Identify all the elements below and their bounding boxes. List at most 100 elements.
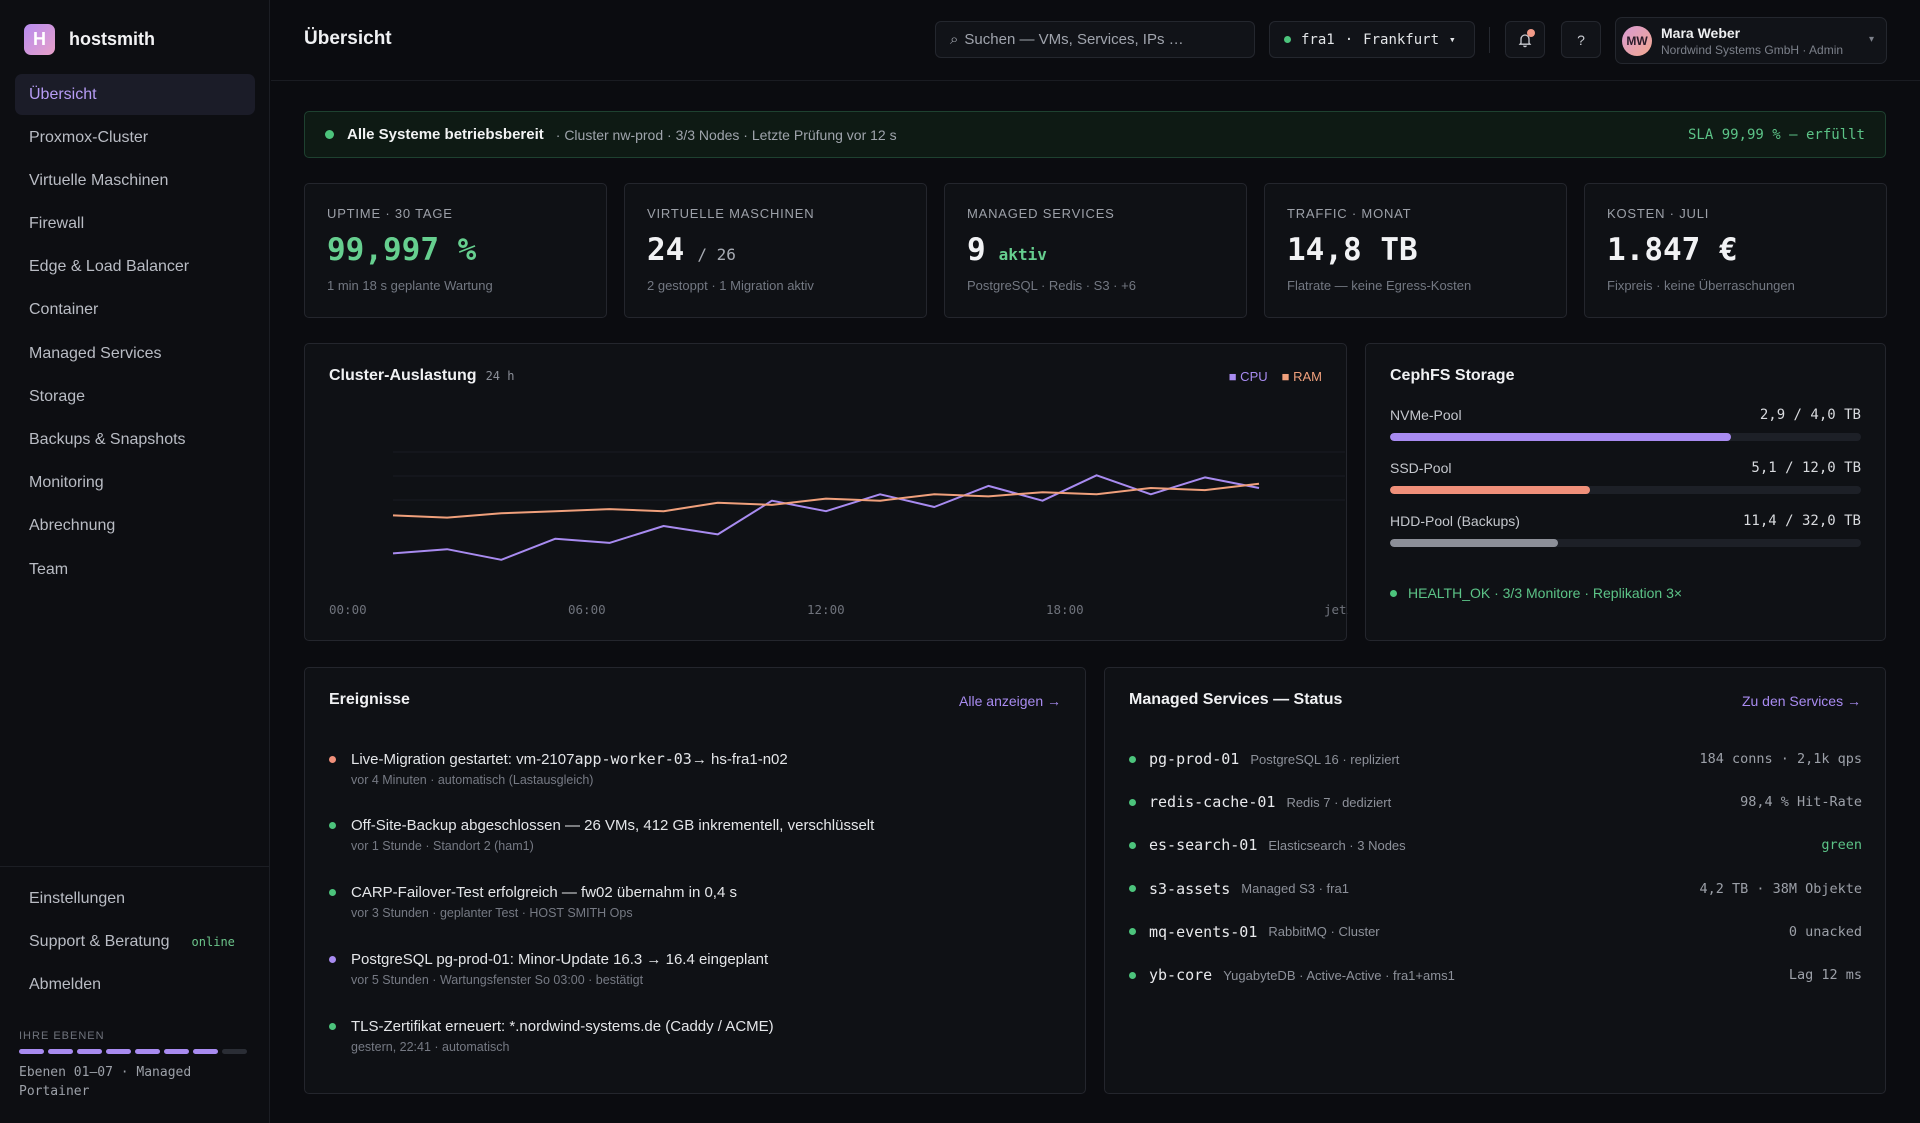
kpi-subtext: PostgreSQL · Redis · S3 · +6 [967,278,1136,293]
event-title: PostgreSQL pg-prod-01: Minor-Update 16.3… [329,951,1069,968]
kpi-subtext: Fixpreis · keine Überraschungen [1607,278,1795,293]
status-title: Alle Systeme betriebsbereit [347,126,544,143]
service-row[interactable]: mq-events-01 RabbitMQ · Cluster 0 unacked [1129,920,1862,944]
service-metric: 98,4 % Hit-Rate [1740,794,1862,811]
service-description: Redis 7 · dediziert [1286,794,1392,810]
pool-usage-bar [1390,486,1861,494]
pool-usage-bar [1390,539,1861,547]
level-segment [193,1049,218,1054]
chart-legend: ■ CPU ■ RAM [1229,369,1322,384]
x-tick-label: 00:00 [329,602,367,617]
event-item[interactable]: Off-Site-Backup abgeschlossen — 26 VMs, … [329,817,1069,853]
event-title-text: Off-Site-Backup abgeschlossen — 26 VMs, … [351,817,875,834]
kpi-value-text: 14,8 TB [1287,232,1418,268]
event-item[interactable]: CARP-Failover-Test erfolgreich — fw02 üb… [329,884,1069,920]
kpi-card-costs: KOSTEN · JULI 1.847 € Fixpreis · keine Ü… [1584,183,1887,318]
sidebar-item-logout[interactable]: Abmelden [29,975,102,993]
brand[interactable]: H hostsmith [24,24,155,55]
kpi-label: MANAGED SERVICES [967,206,1115,221]
sidebar-item-proxmox-cluster[interactable]: Proxmox-Cluster [29,128,149,146]
service-row[interactable]: yb-core YugabyteDB · Active-Active · fra1… [1129,963,1862,987]
notification-dot [1527,29,1535,37]
level-segment [48,1049,73,1054]
cluster-usage-panel: 00:00 06:00 12:00 18:00 jetzt Cluster-Auslas… [304,343,1348,641]
sidebar-item-storage[interactable]: Storage [29,387,86,405]
event-item[interactable]: Live-Migration gestartet: vm-2107 app-wo… [329,750,1069,787]
level-segment [19,1049,44,1054]
services-link[interactable]: Zu den Services → [1741,693,1861,709]
region-code: fra1 [1301,31,1335,48]
service-status-dot [1129,885,1136,893]
sidebar-item-edge-load-balancer[interactable]: Edge & Load Balancer [29,258,190,276]
event-title-text: PostgreSQL pg-prod-01: Minor-Update 16.3… [351,951,769,968]
service-row[interactable]: pg-prod-01 PostgreSQL 16 · repliziert 184 … [1129,747,1862,771]
user-menu[interactable]: MW Mara Weber Nordwind Systems GmbH · Ad… [1615,17,1887,64]
storage-panel: CephFS Storage NVMe-Pool 2,9 / 4,0 TB SS… [1365,343,1886,641]
kpi-value-suffix: / 26 [697,245,736,264]
services-status-panel: Managed Services — Status Zu den Service… [1104,667,1886,1094]
notifications-button[interactable] [1505,21,1545,58]
search-box[interactable]: ⌕ [935,21,1255,58]
service-description: PostgreSQL 16 · repliziert [1250,751,1400,767]
sidebar-item-firewall[interactable]: Firewall [29,215,85,233]
sidebar-item-uebersicht[interactable]: Übersicht [15,74,255,115]
event-title: Off-Site-Backup abgeschlossen — 26 VMs, … [329,817,1069,834]
event-item[interactable]: PostgreSQL pg-prod-01: Minor-Update 16.3… [329,951,1069,987]
services-title: Managed Services — Status [1129,691,1343,708]
event-status-dot [329,822,336,829]
chevron-down-icon: ▾ [1449,33,1456,46]
sidebar-item-managed-services[interactable]: Managed Services [29,344,162,362]
sidebar-item-support[interactable]: Support & Beratung online [15,921,255,962]
service-row[interactable]: redis-cache-01 Redis 7 · dediziert 98,4 % … [1129,790,1862,814]
sla-status: SLA 99,99 % — erfüllt [1687,126,1865,143]
help-button[interactable]: ? [1561,21,1601,58]
event-meta: vor 3 Stunden · geplanter Test · HOST SM… [351,906,633,920]
avatar: MW [1622,25,1652,56]
kpi-value: 24 / 26 [647,232,904,268]
event-meta: vor 5 Stunden · Wartungsfenster So 03:00… [351,973,644,987]
level-segment [222,1049,247,1054]
sidebar-item-monitoring[interactable]: Monitoring [29,474,104,492]
event-item[interactable]: TLS-Zertifikat erneuert: *.nordwind-syst… [329,1018,1069,1054]
event-status-dot [329,956,336,963]
event-title: TLS-Zertifikat erneuert: *.nordwind-syst… [329,1018,1069,1035]
sidebar-item-backups-snapshots[interactable]: Backups & Snapshots [29,431,186,448]
sidebar-item-abrechnung[interactable]: Abrechnung [29,517,116,535]
sidebar-item-team[interactable]: Team [29,560,69,578]
service-name: pg-prod-01 [1149,750,1240,768]
event-title: CARP-Failover-Test erfolgreich — fw02 üb… [329,884,1069,901]
event-status-dot [329,1023,336,1030]
pool-name: HDD-Pool (Backups) [1390,513,1520,529]
service-name: redis-cache-01 [1149,793,1276,812]
service-status-dot [1129,841,1136,849]
pool-usage: 2,9 / 4,0 TB [1759,407,1861,423]
events-show-all-link[interactable]: Alle anzeigen → [959,693,1061,709]
top-header: Übersicht ⌕ fra1 · Frankfurt ▾ ? MW Mara… [271,0,1920,81]
levels-widget: IHRE EBENEN Ebenen 01–07 · Managed Porta… [19,1030,251,1101]
online-status-badge: online [191,934,235,949]
event-status-dot [329,755,336,763]
storage-pool-nvme: NVMe-Pool 2,9 / 4,0 TB [1390,407,1861,441]
events-title: Ereignisse [329,691,410,708]
kpi-value-text: 99,997 % [327,232,477,268]
page-title: Übersicht [304,28,392,49]
sidebar: H hostsmith Übersicht Proxmox-Cluster Vi… [0,0,270,1123]
service-row[interactable]: es-search-01 Elasticsearch · 3 Nodes green [1129,833,1862,857]
pool-usage-fill [1390,433,1732,441]
search-input[interactable] [964,31,1235,48]
kpi-label: KOSTEN · JULI [1607,206,1710,221]
levels-title: IHRE EBENEN [19,1030,105,1042]
chart-title-text: Cluster-Auslastung [329,367,477,384]
series-line-ram [392,482,1260,519]
pool-usage-fill [1390,539,1558,547]
user-name: Mara Weber [1661,24,1741,41]
service-row[interactable]: s3-assets Managed S3 · fra1 4,2 TB · 38M O… [1129,877,1862,901]
region-selector[interactable]: fra1 · Frankfurt ▾ [1269,21,1475,58]
kpi-value-suffix: aktiv [998,245,1047,264]
sidebar-item-virtuelle-maschinen[interactable]: Virtuelle Maschinen [29,171,169,189]
x-tick-label: 06:00 [568,602,606,617]
event-title-text: Live-Migration gestartet: vm-2107 [351,750,575,768]
sidebar-item-settings[interactable]: Einstellungen [29,889,126,907]
sidebar-item-container[interactable]: Container [29,301,99,319]
event-title-suffix: → hs-fra1-n02 [691,750,788,768]
